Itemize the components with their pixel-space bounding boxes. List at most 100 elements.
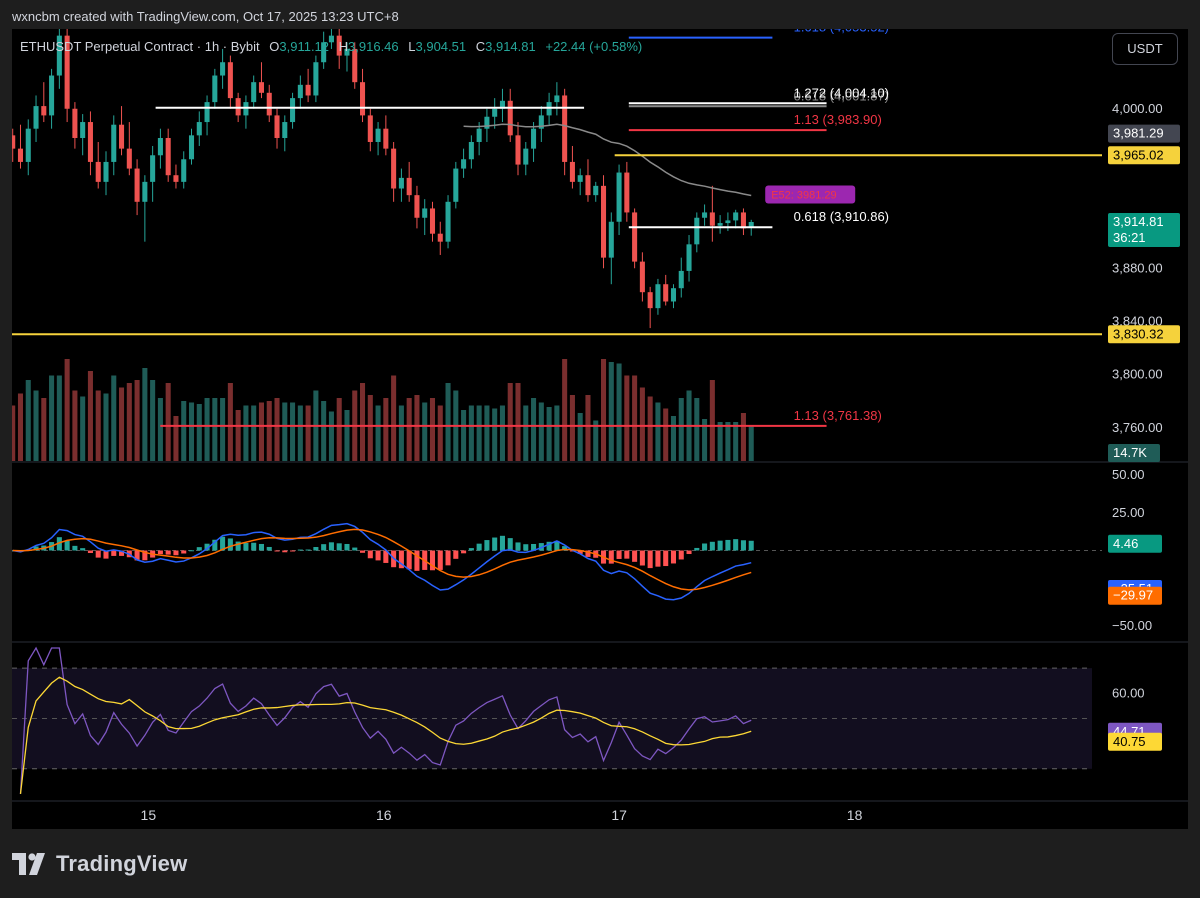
macd-histogram-bar [313, 547, 319, 551]
currency-unit-button[interactable]: USDT [1112, 33, 1178, 65]
macd-histogram-bar [632, 550, 638, 562]
volume-bar [523, 405, 529, 461]
macd-histogram-bar [647, 550, 653, 569]
volume-bar [694, 398, 700, 461]
macd-histogram-bar [538, 543, 544, 551]
macd-histogram-bar [748, 540, 754, 551]
volume-bar [119, 387, 125, 461]
candle-body [554, 95, 560, 103]
macd-histogram-bar [95, 550, 101, 558]
macd-histogram-bar [515, 542, 521, 551]
volume-bar [266, 401, 272, 461]
macd-histogram-bar [157, 550, 163, 555]
countdown-label: 36:21 [1113, 230, 1146, 245]
volume-bar [725, 422, 731, 461]
level-label: 1.13 (3,983.90) [794, 112, 882, 127]
candle-body [647, 292, 653, 309]
candle-body [134, 168, 140, 202]
volume-bar [87, 371, 93, 461]
volume-pane [12, 359, 754, 461]
macd-histogram-bar [507, 538, 513, 551]
macd-histogram-bar [546, 541, 552, 551]
volume-bar [632, 375, 638, 461]
macd-histogram-bar [709, 541, 715, 551]
chart-canvas[interactable]: E52: 3981.29 0.618 (3,910.86) 0.618 (4,00… [12, 29, 1188, 829]
macd-histogram-bar [717, 540, 723, 551]
price-badge-label: 3,981.29 [1113, 126, 1164, 141]
macd-histogram-bar [554, 540, 560, 551]
candle-body [538, 115, 544, 129]
macd-histogram-bar [445, 550, 451, 566]
volume-bar [429, 398, 436, 461]
level-label: 0.618 (4,001.87) [794, 88, 889, 103]
rsi-badge-label: 40.75 [1113, 734, 1146, 749]
volume-bar [383, 398, 389, 461]
level-label: 1.13 (3,761.38) [794, 408, 882, 423]
symbol-name[interactable]: ETHUSDT Perpetual Contract · 1h · Bybit [20, 39, 260, 54]
candle-body [616, 172, 622, 222]
price-tick-label: 3,840.00 [1112, 313, 1163, 328]
macd-histogram-bar [670, 550, 677, 564]
volume-bar [678, 398, 684, 461]
macd-histogram-bar [663, 550, 669, 567]
candle-body [25, 128, 31, 162]
candle-body [748, 221, 754, 227]
volume-bar [282, 402, 288, 461]
volume-bar [305, 405, 311, 461]
candle-body [515, 135, 521, 165]
volume-bar [663, 408, 669, 461]
price-badge-label: 3,914.81 [1113, 214, 1164, 229]
macd-histogram-bar [624, 550, 630, 559]
macd-histogram-bar [655, 550, 661, 567]
volume-bar [748, 425, 754, 461]
time-tick-label: 17 [611, 807, 627, 823]
drawing-levels: 0.618 (3,910.86) 0.618 (4,001.87) 1.13 (3,… [12, 29, 1102, 427]
candle-body [126, 148, 132, 169]
candle-body [709, 212, 715, 226]
volume-bar [593, 420, 599, 461]
time-tick-label: 16 [376, 807, 392, 823]
candle-body [632, 212, 638, 262]
volume-bar [391, 375, 397, 461]
chart-frame[interactable]: E52: 3981.29 0.618 (3,910.86) 0.618 (4,00… [12, 29, 1188, 829]
candle-body [717, 223, 723, 226]
price-badge [1108, 146, 1180, 165]
symbol-legend: ETHUSDT Perpetual Contract · 1h · Bybit … [20, 39, 642, 54]
macd-histogram-bar [344, 543, 350, 551]
macd-histogram-bar [499, 535, 505, 551]
macd-histogram-bar [352, 547, 358, 551]
volume-bar [406, 398, 412, 461]
macd-histogram-bar [492, 537, 498, 551]
close-key: C [475, 39, 486, 54]
candle-body [188, 135, 195, 160]
low-key: L [408, 39, 416, 54]
candle-body [391, 148, 397, 189]
price-axis: 4,000.00 3,880.00 3,840.00 3,800.00 3,760.00… [1108, 101, 1180, 462]
candle-body [740, 212, 746, 229]
candle-body [95, 161, 101, 182]
candle-body [375, 128, 381, 142]
volume-bar [142, 368, 148, 461]
low-value: 3,904.51 [415, 39, 467, 54]
candle-body [305, 84, 311, 96]
candle-body [266, 92, 272, 116]
price-tick-label: 4,000.00 [1112, 101, 1163, 116]
macd-tick-label: 25.00 [1112, 505, 1145, 520]
volume-bar [468, 405, 474, 461]
price-badge [1108, 212, 1180, 247]
high-value: 3,916.46 [348, 39, 399, 54]
volume-bar [515, 383, 521, 461]
ema-label-box [765, 185, 856, 204]
macd-histogram-bar [577, 550, 583, 554]
volume-bar [538, 402, 544, 461]
candle-body [600, 185, 607, 258]
macd-histogram-bar [429, 550, 436, 571]
volume-bar [476, 405, 482, 461]
macd-histogram-bar [453, 550, 459, 559]
volume-bar [733, 422, 739, 461]
candle-body [422, 208, 428, 218]
macd-histogram-bar [678, 550, 684, 560]
macd-histogram-bar [212, 539, 218, 551]
candle-body [531, 128, 537, 149]
macd-histogram-bar [80, 548, 86, 551]
